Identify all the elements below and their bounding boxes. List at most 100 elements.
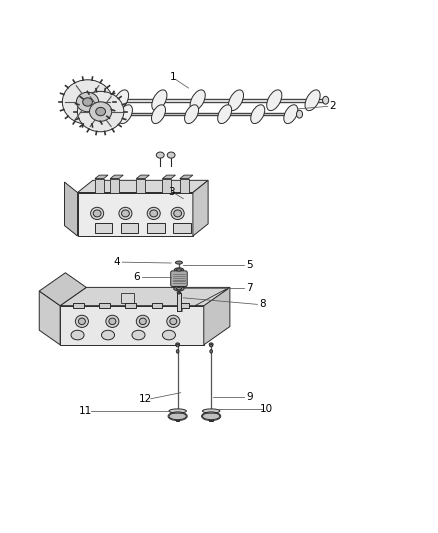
Polygon shape xyxy=(110,175,123,179)
Ellipse shape xyxy=(106,315,119,327)
Ellipse shape xyxy=(89,102,112,122)
Ellipse shape xyxy=(190,90,205,111)
Text: 5: 5 xyxy=(246,260,253,270)
Ellipse shape xyxy=(284,105,298,124)
Ellipse shape xyxy=(177,350,179,353)
Ellipse shape xyxy=(121,210,129,217)
Bar xyxy=(177,293,181,311)
Ellipse shape xyxy=(169,413,186,419)
Ellipse shape xyxy=(152,105,166,124)
Ellipse shape xyxy=(147,207,160,220)
Bar xyxy=(99,303,110,308)
Bar xyxy=(125,303,136,308)
Ellipse shape xyxy=(119,207,132,220)
Ellipse shape xyxy=(136,315,149,327)
Ellipse shape xyxy=(209,343,213,346)
Ellipse shape xyxy=(167,152,175,158)
Text: 2: 2 xyxy=(329,101,336,111)
Ellipse shape xyxy=(167,315,180,327)
Text: 10: 10 xyxy=(260,404,273,414)
Ellipse shape xyxy=(176,345,179,347)
Ellipse shape xyxy=(177,292,181,294)
Polygon shape xyxy=(78,192,193,236)
Ellipse shape xyxy=(170,318,177,325)
Polygon shape xyxy=(39,291,60,345)
Ellipse shape xyxy=(78,91,124,132)
Bar xyxy=(95,223,113,232)
Polygon shape xyxy=(60,305,204,345)
Ellipse shape xyxy=(75,315,88,327)
Ellipse shape xyxy=(177,269,182,271)
Ellipse shape xyxy=(132,330,145,340)
Bar xyxy=(152,303,162,308)
Polygon shape xyxy=(136,175,149,179)
Polygon shape xyxy=(39,273,86,305)
Ellipse shape xyxy=(184,105,198,124)
Text: 8: 8 xyxy=(259,300,266,309)
Text: 7: 7 xyxy=(246,283,253,293)
Ellipse shape xyxy=(76,92,99,112)
Polygon shape xyxy=(95,179,104,192)
Bar xyxy=(121,293,134,303)
Ellipse shape xyxy=(139,318,146,325)
Polygon shape xyxy=(162,175,176,179)
Polygon shape xyxy=(95,175,108,179)
Ellipse shape xyxy=(171,207,184,220)
Ellipse shape xyxy=(93,210,101,217)
Polygon shape xyxy=(64,182,78,236)
Ellipse shape xyxy=(102,330,115,340)
Text: 11: 11 xyxy=(78,406,92,416)
Text: 6: 6 xyxy=(133,272,140,282)
Bar xyxy=(121,223,138,232)
Ellipse shape xyxy=(83,98,92,106)
Polygon shape xyxy=(204,287,230,345)
Ellipse shape xyxy=(169,409,186,413)
Ellipse shape xyxy=(210,345,213,347)
Ellipse shape xyxy=(174,210,182,217)
Ellipse shape xyxy=(297,110,303,118)
Ellipse shape xyxy=(305,90,320,111)
Polygon shape xyxy=(162,179,171,192)
Ellipse shape xyxy=(109,318,116,325)
Ellipse shape xyxy=(267,90,282,111)
Text: 12: 12 xyxy=(139,394,152,404)
Ellipse shape xyxy=(322,96,328,104)
Polygon shape xyxy=(78,180,208,192)
Bar xyxy=(73,303,84,308)
Bar xyxy=(147,223,165,232)
Polygon shape xyxy=(195,287,230,305)
Ellipse shape xyxy=(91,207,104,220)
Text: 3: 3 xyxy=(168,187,174,197)
Ellipse shape xyxy=(162,330,176,340)
Ellipse shape xyxy=(62,80,113,124)
Ellipse shape xyxy=(174,268,184,272)
Polygon shape xyxy=(180,179,188,192)
Polygon shape xyxy=(60,287,230,305)
Ellipse shape xyxy=(251,105,265,124)
Ellipse shape xyxy=(202,413,220,419)
Ellipse shape xyxy=(174,287,184,291)
Polygon shape xyxy=(193,180,208,236)
Ellipse shape xyxy=(78,318,85,325)
Text: 9: 9 xyxy=(246,392,253,402)
Bar xyxy=(173,223,191,232)
Polygon shape xyxy=(110,179,119,192)
Polygon shape xyxy=(136,179,145,192)
Polygon shape xyxy=(180,175,193,179)
Bar xyxy=(209,411,213,421)
Ellipse shape xyxy=(156,152,164,158)
Ellipse shape xyxy=(71,330,84,340)
Ellipse shape xyxy=(177,288,182,290)
Ellipse shape xyxy=(202,409,220,413)
Bar xyxy=(176,411,180,421)
Text: 1: 1 xyxy=(170,72,177,82)
Ellipse shape xyxy=(152,90,167,111)
Ellipse shape xyxy=(210,350,212,353)
Text: 4: 4 xyxy=(113,257,120,267)
Ellipse shape xyxy=(150,210,158,217)
Ellipse shape xyxy=(118,105,132,124)
Ellipse shape xyxy=(96,107,106,116)
FancyBboxPatch shape xyxy=(171,271,187,287)
Ellipse shape xyxy=(113,90,129,111)
Ellipse shape xyxy=(228,90,244,111)
